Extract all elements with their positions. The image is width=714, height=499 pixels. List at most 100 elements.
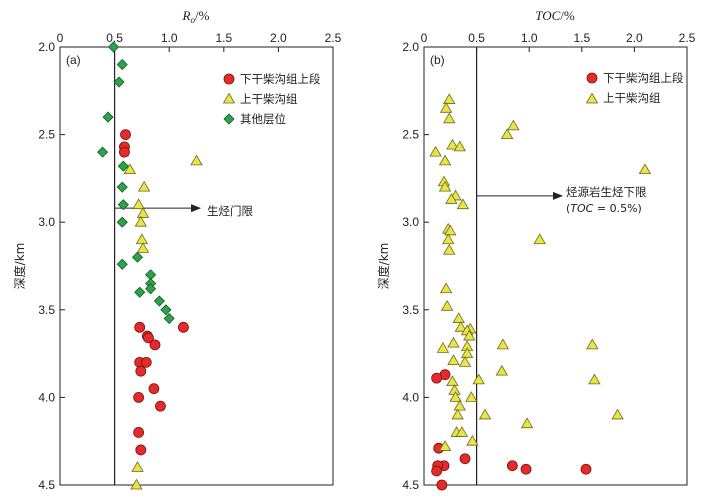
threshold-sublabel-open: (	[566, 202, 570, 215]
data-point-triangle	[436, 342, 450, 353]
data-point-triangle	[446, 375, 459, 387]
legend-marker-circle	[586, 72, 598, 84]
data-point-triangle	[442, 233, 455, 245]
threshold-label: 生烃门限	[207, 204, 253, 218]
data-point-circle	[506, 460, 518, 472]
data-point-circle	[135, 365, 147, 377]
threshold-label: 烃源岩生烃下限	[566, 185, 647, 199]
legend: 下干柴沟组上段 上干柴沟组 其他层位	[222, 72, 321, 126]
x-axis-title-subscript: o	[191, 15, 196, 25]
data-point-triangle	[137, 180, 151, 192]
data-point-triangle	[131, 461, 144, 472]
data-point-diamond	[134, 286, 146, 298]
legend-marker-diamond	[223, 113, 235, 125]
data-point-triangle	[136, 242, 150, 253]
data-point-triangle	[438, 154, 452, 166]
data-point-diamond	[107, 41, 120, 53]
y-tick-label: 2.5	[402, 128, 419, 142]
data-point-triangle	[495, 364, 509, 376]
data-point-triangle	[453, 140, 466, 152]
data-point-triangle	[439, 102, 453, 113]
y-tick-label: 3.0	[38, 215, 55, 229]
data-point-triangle	[456, 198, 470, 210]
x-tick-label: 2.0	[626, 31, 643, 45]
data-point-triangle	[136, 207, 150, 218]
data-point-circle	[120, 129, 131, 141]
data-point-circle	[177, 321, 189, 333]
x-tick-label: 0	[57, 31, 64, 45]
y-tick-label: 4.0	[402, 390, 419, 404]
data-point-triangle	[134, 215, 148, 227]
data-point-triangle	[533, 233, 546, 245]
data-point-diamond	[116, 58, 128, 71]
legend-label: 上干柴沟组	[603, 91, 661, 105]
data-point-triangle	[611, 408, 624, 420]
data-point-circle	[155, 400, 166, 412]
data-point-circle	[431, 372, 443, 384]
data-point-circle	[143, 332, 154, 344]
data-point-triangle	[429, 145, 442, 157]
data-point-triangle	[500, 128, 514, 139]
data-point-circle	[135, 444, 147, 456]
data-point-triangle	[123, 163, 137, 175]
x-axis-title-unit: /%	[560, 8, 575, 23]
y-tick-label: 3.5	[38, 303, 55, 317]
panel-label: (b)	[430, 53, 445, 67]
data-point-triangle	[460, 347, 474, 358]
x-tick-label: 2.0	[270, 31, 287, 45]
legend-marker-triangle	[222, 92, 236, 104]
data-point-circle	[431, 465, 443, 477]
data-point-diamond	[116, 181, 128, 193]
data-point-triangle	[496, 338, 510, 350]
data-point-diamond	[117, 160, 129, 172]
data-point-triangle	[455, 426, 469, 437]
panel-label: (a)	[66, 53, 81, 67]
data-point-circle	[580, 463, 592, 475]
x-tick-label: 1.0	[161, 31, 178, 45]
data-point-diamond	[163, 312, 175, 325]
y-axis-ticks: 2.0 2.5 3.0 3.5 4.0 4.5	[38, 40, 65, 492]
data-point-triangle	[446, 138, 459, 150]
data-point-triangle	[440, 299, 454, 311]
data-point-circle	[140, 356, 152, 368]
data-point-triangle	[438, 180, 452, 192]
data-point-triangle	[444, 224, 457, 236]
data-point-triangle	[447, 336, 460, 348]
data-point-triangle	[466, 434, 479, 446]
x-axis-title-main: R	[182, 8, 191, 23]
x-tick-label: 0	[421, 31, 428, 45]
data-point-circle	[148, 383, 160, 395]
data-point-diamond	[113, 76, 125, 88]
data-point-triangle	[190, 154, 203, 166]
x-axis-title: TOC/%	[535, 8, 575, 23]
data-point-diamond	[145, 283, 157, 295]
data-point-circle	[134, 321, 146, 333]
data-point-triangle	[588, 373, 601, 385]
legend-label: 上干柴沟组	[240, 92, 298, 106]
plot-area-frame	[59, 46, 334, 486]
x-tick-label: 1.0	[521, 31, 538, 45]
threshold-sublabel: (TOC = 0.5%)	[566, 202, 642, 215]
chart-panel-toc: (b) TOC/% 深度/km 0 0.5 1.0 1.5 2.0 2.5 2.02.53…	[376, 8, 696, 492]
legend-marker-triangle	[585, 92, 599, 104]
x-tick-label: 0.5	[106, 31, 123, 45]
x-axis-ticks: 0 0.5 1.0 1.5 2.0 2.5	[421, 31, 696, 52]
data-point-triangle	[478, 408, 492, 420]
data-point-triangle	[454, 321, 468, 332]
data-point-diamond	[116, 258, 128, 270]
data-point-triangle	[453, 399, 466, 411]
x-tick-label: 1.5	[215, 31, 232, 45]
x-axis-title: Ro/%	[182, 8, 210, 25]
data-point-circle	[436, 479, 448, 491]
y-tick-label: 4.5	[402, 478, 419, 492]
data-point-triangle	[449, 391, 462, 402]
data-point-triangle	[439, 282, 453, 294]
x-tick-label: 0.5	[468, 31, 485, 45]
data-point-triangle	[472, 373, 485, 385]
data-point-triangle	[135, 233, 149, 245]
y-axis-ticks: 2.0 2.5 3.0 3.5 4.0 4.5	[402, 40, 429, 492]
plot-area-frame	[423, 46, 688, 486]
data-point-triangle	[520, 417, 534, 429]
legend-label: 其他层位	[240, 112, 286, 126]
